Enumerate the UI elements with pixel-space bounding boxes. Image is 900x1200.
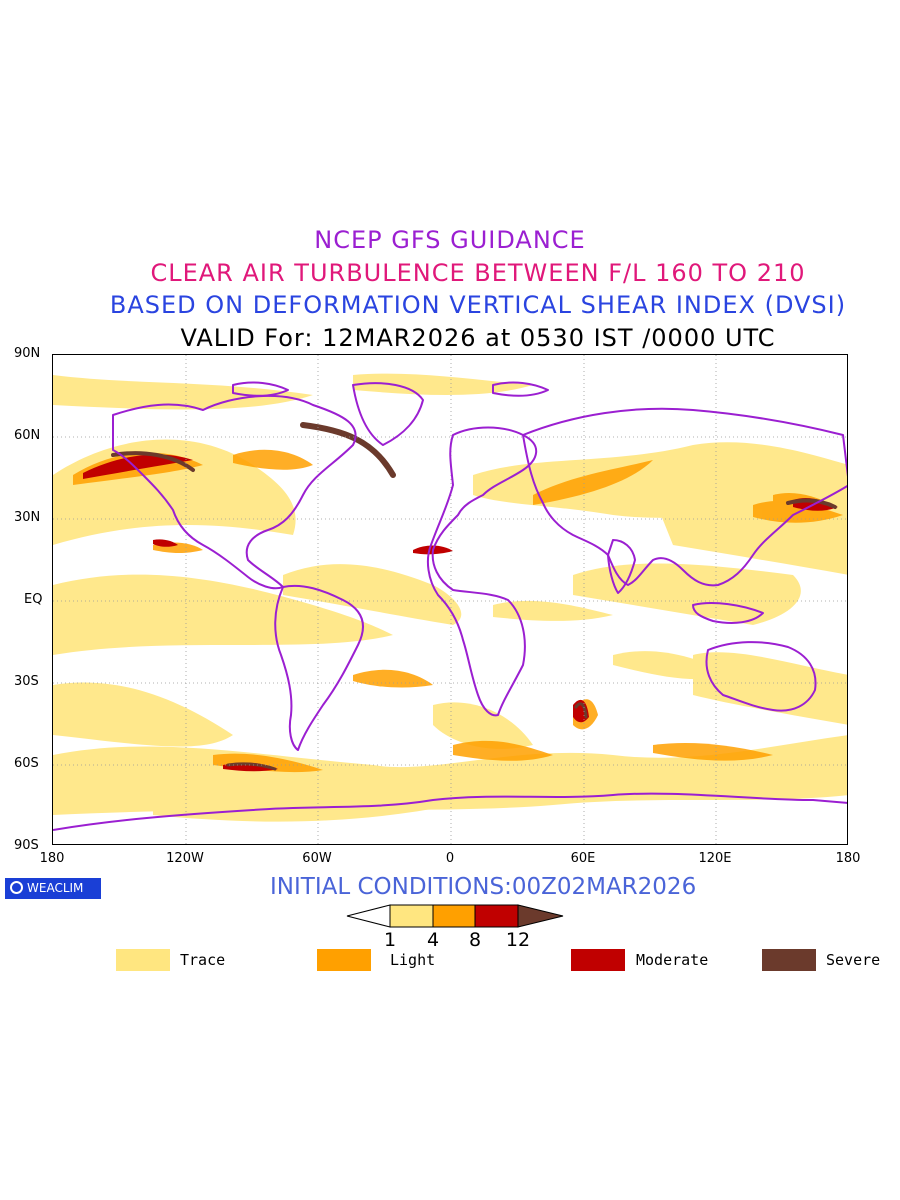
y-axis-label-60n: 60N [14, 428, 41, 443]
colorbar-segment-below-1 [346, 904, 391, 928]
colorbar-tick-1: 1 [383, 929, 397, 951]
y-axis-label-30s: 30S [14, 674, 39, 689]
legend-label-trace: Trace [180, 951, 226, 969]
legend-swatch-light [317, 949, 371, 971]
legend-label-light: Light [390, 951, 436, 969]
legend-swatch-severe [762, 949, 816, 971]
weaclim-logo: WEACLIM [5, 878, 101, 899]
x-axis-label-180e: 180 [835, 851, 861, 866]
x-axis-label-60w: 60W [302, 851, 332, 866]
y-axis-label-30n: 30N [14, 510, 41, 525]
colorbar-tick-4: 4 [426, 929, 440, 951]
map-canvas [53, 355, 847, 844]
x-axis-label-120e: 120E [698, 851, 732, 866]
weaclim-circle-logo-icon [10, 881, 23, 894]
turbulence-shading-layer [53, 373, 847, 822]
legend-label-moderate: Moderate [636, 951, 709, 969]
x-axis-label-60e: 60E [570, 851, 596, 866]
colorbar-segment-4-8 [432, 904, 476, 928]
legend-swatch-moderate [571, 949, 625, 971]
y-axis-label-90n: 90N [14, 346, 41, 361]
colorbar-segment-8-12 [474, 904, 519, 928]
y-axis-label-eq: EQ [24, 592, 43, 607]
title-line-3: BASED ON DEFORMATION VERTICAL SHEAR INDE… [109, 291, 847, 319]
map-gridlines [53, 355, 847, 844]
logo-text: WEACLIM [27, 881, 84, 895]
title-line-2: CLEAR AIR TURBULENCE BETWEEN F/L 160 TO … [150, 259, 806, 287]
y-axis-label-60s: 60S [14, 756, 39, 771]
colorbar-tick-8: 8 [468, 929, 482, 951]
legend-swatch-trace [116, 949, 170, 971]
title-line-1: NCEP GFS GUIDANCE [314, 226, 586, 254]
colorbar-segment-above-12 [517, 904, 564, 928]
y-axis-label-90s: 90S [14, 838, 39, 853]
colorbar-tick-12: 12 [505, 929, 531, 951]
coastlines [53, 381, 847, 831]
colorbar-segment-1-4 [389, 904, 434, 928]
x-axis-label-0: 0 [445, 851, 455, 866]
colorbar [346, 904, 564, 928]
initial-conditions-text: INITIAL CONDITIONS:00Z02MAR2026 [270, 874, 697, 900]
turbulence-map [52, 354, 848, 845]
title-line-4: VALID For: 12MAR2026 at 0530 IST /0000 U… [180, 324, 776, 352]
x-axis-label-180w: 180 [39, 851, 65, 866]
x-axis-label-120w: 120W [166, 851, 204, 866]
legend-label-severe: Severe [826, 951, 881, 969]
